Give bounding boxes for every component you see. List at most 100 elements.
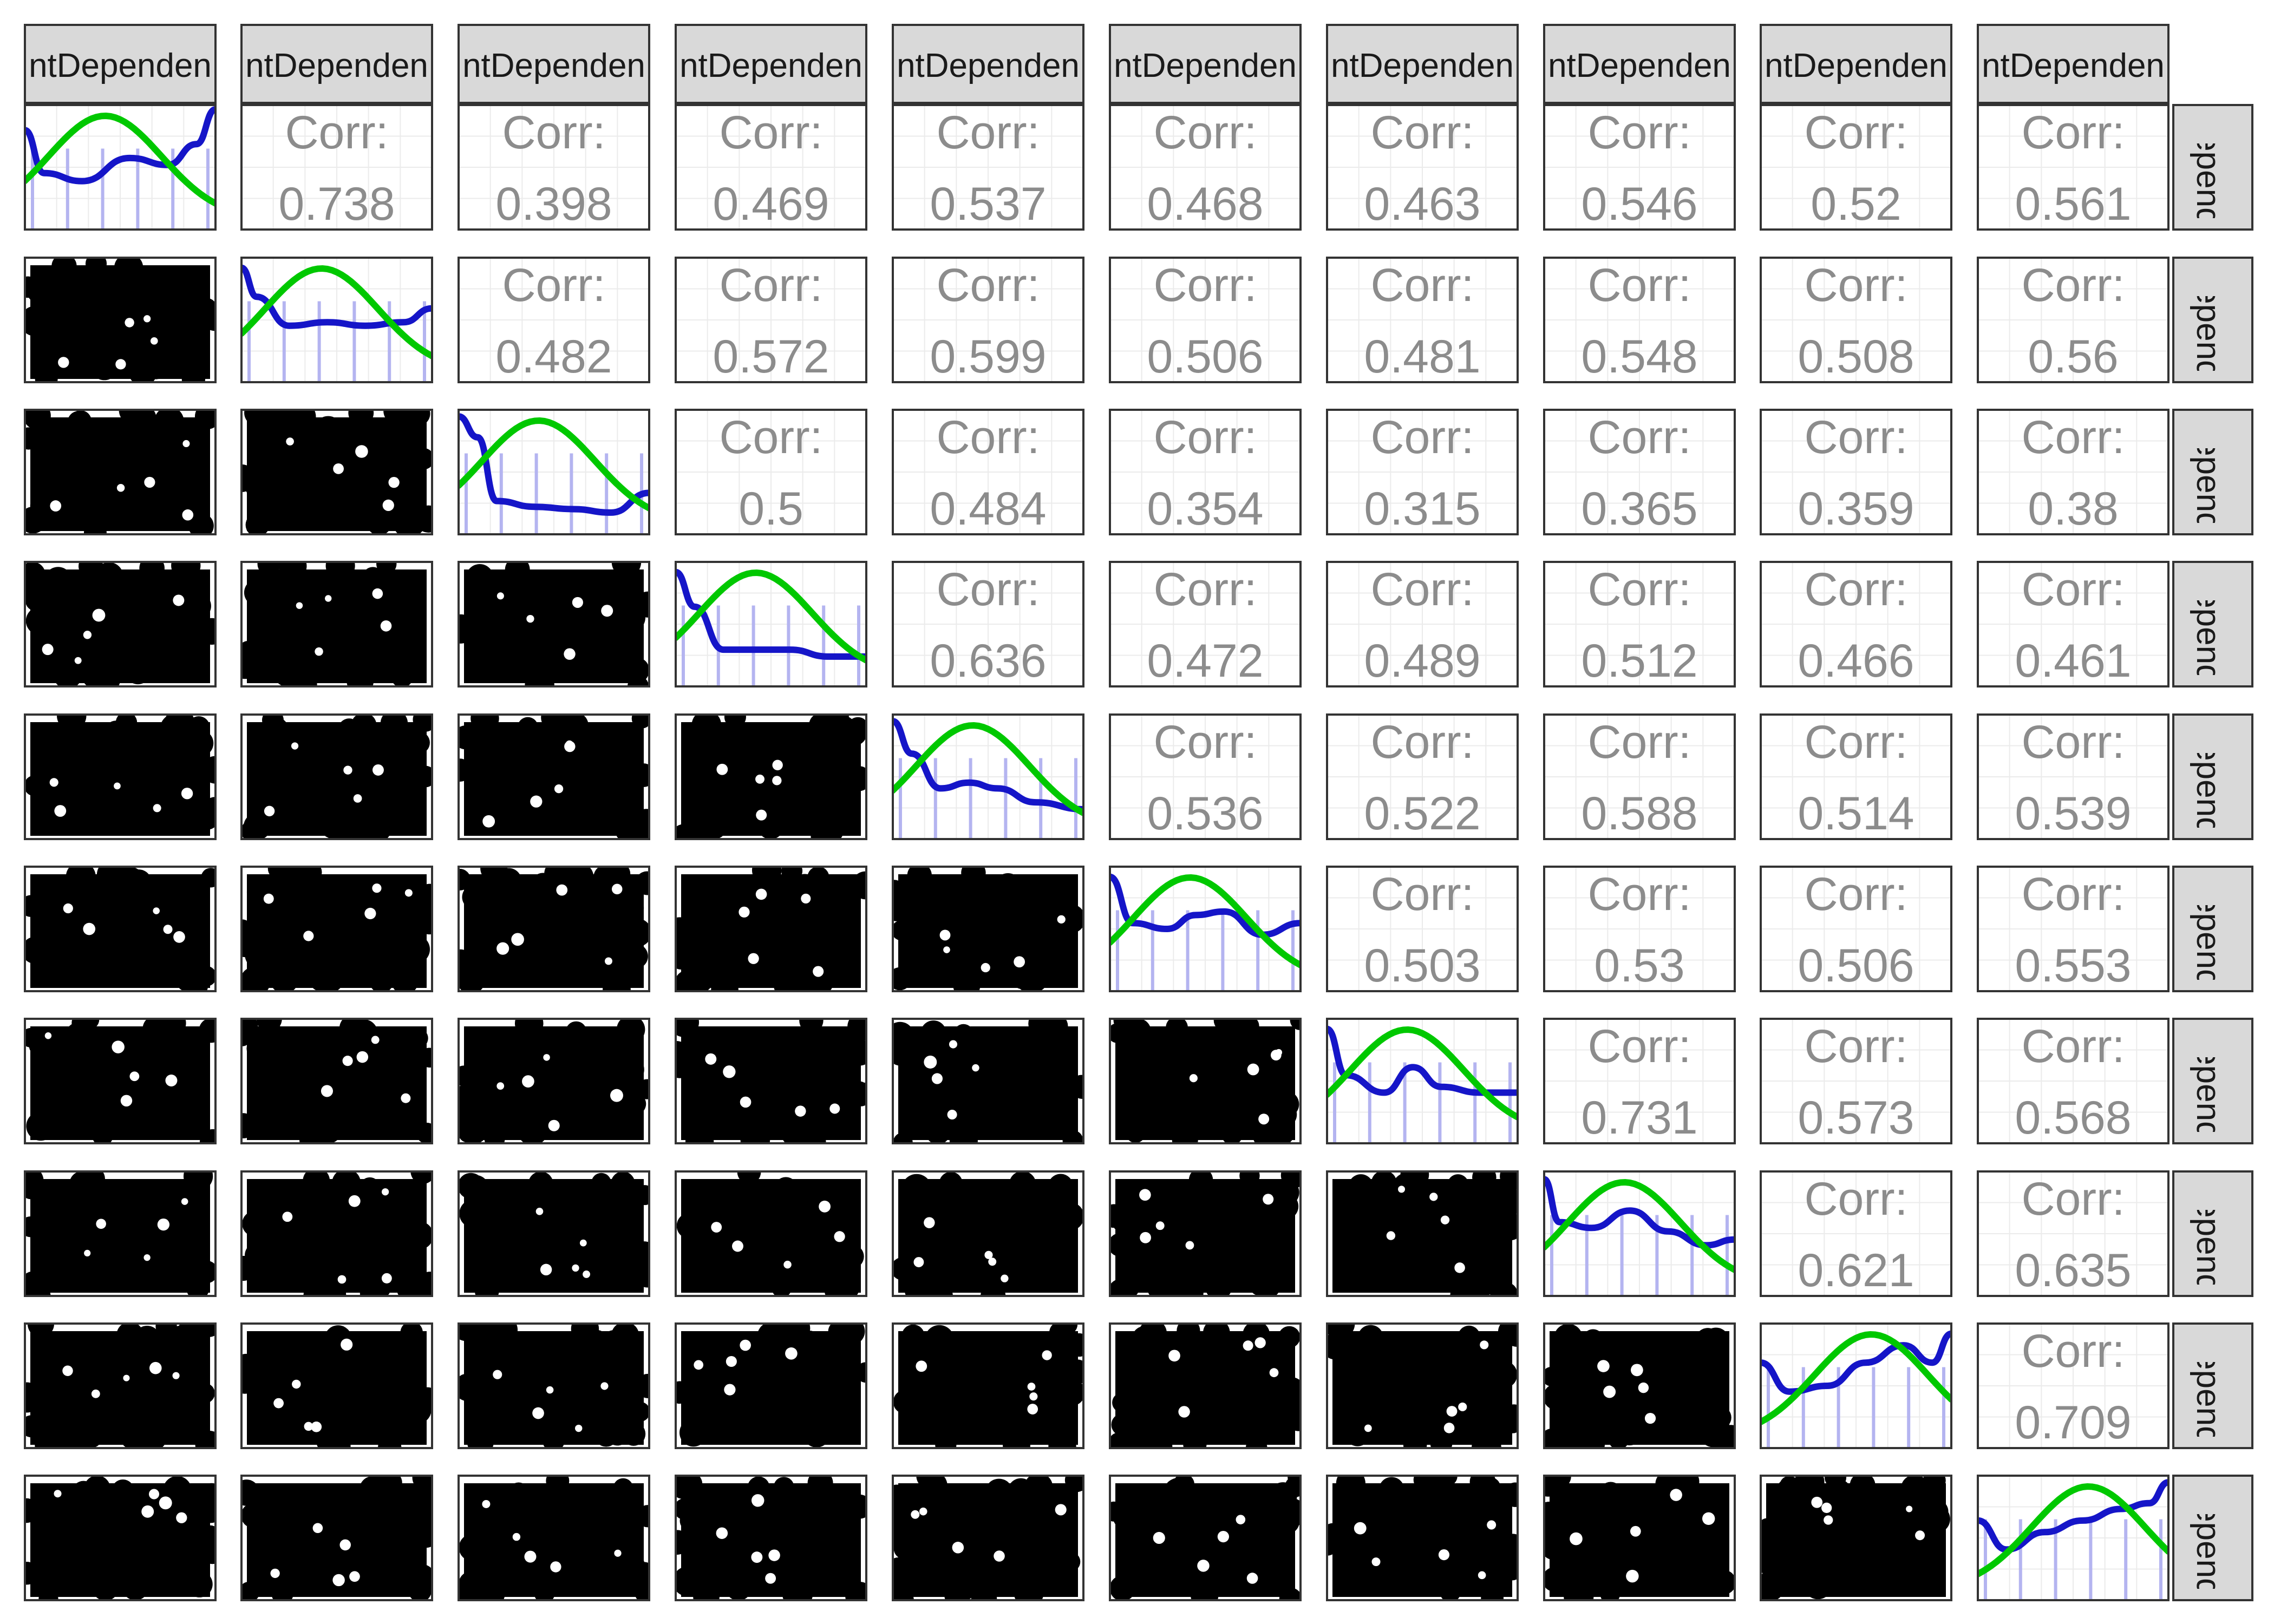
scatter-point: [270, 966, 298, 991]
scatter-gap: [286, 437, 294, 446]
scatter-point: [114, 258, 143, 283]
correlation-panel: Corr: 0.537: [892, 104, 1084, 231]
scatter-gap: [264, 806, 275, 817]
corr-value: 0.463: [1364, 178, 1480, 230]
scatter-point: [1155, 1114, 1175, 1134]
corr-label: Corr:: [1153, 564, 1257, 615]
scatter-point: [1456, 1397, 1484, 1425]
scatter-point: [609, 646, 631, 667]
scatter-gap: [765, 1573, 776, 1584]
corr-label: Corr:: [2021, 1173, 2125, 1225]
scatter-gap: [740, 1096, 752, 1108]
scatter-panel: [1543, 1475, 1736, 1601]
scatter-point: [571, 1093, 598, 1119]
scatter-gap: [756, 809, 767, 821]
scatter-point: [765, 802, 790, 827]
scatter-point: [611, 1350, 641, 1379]
scatter-point: [1884, 1516, 1909, 1541]
scatter-point: [474, 1279, 499, 1296]
scatter-point: [1136, 1490, 1159, 1512]
scatter-point: [316, 1426, 345, 1448]
scatter-point: [81, 808, 107, 834]
scatter-point: [25, 1282, 51, 1296]
scatter-point: [288, 410, 310, 424]
scatter-point: [1062, 1130, 1083, 1143]
scatter-gap: [572, 597, 583, 608]
scatter-gap: [1446, 1406, 1458, 1417]
scatter-point: [163, 1476, 192, 1505]
scatter-gap: [972, 1064, 979, 1072]
scatter-point: [244, 579, 271, 606]
scatter-point: [142, 1066, 166, 1090]
scatter-point: [64, 574, 86, 597]
scatter-gap: [373, 764, 384, 776]
scatter-point: [855, 1362, 866, 1383]
scatter-point: [316, 1191, 346, 1221]
scatter-point: [1048, 1174, 1073, 1199]
scatter-point: [1111, 1413, 1134, 1436]
scatter-point: [611, 562, 642, 577]
scatter-point: [544, 793, 564, 814]
normal-fit-curve: [1761, 1331, 1951, 1425]
correlation-panel: Corr: 0.52: [1760, 104, 1952, 231]
scatter-point: [275, 1222, 304, 1252]
corr-value: 0.489: [1364, 635, 1480, 687]
scatter-point: [75, 461, 104, 491]
scatter-point: [1826, 1573, 1848, 1595]
scatter-point: [676, 1381, 691, 1404]
panel-border: [240, 561, 433, 687]
scatter-point: [279, 1492, 306, 1520]
scatter-point: [1030, 1346, 1057, 1373]
scatter-point: [1409, 1242, 1432, 1265]
scatter-panel: [1326, 1170, 1519, 1297]
scatter-point: [700, 1201, 721, 1222]
corr-label: Corr:: [1587, 564, 1691, 615]
scatter-point: [996, 912, 1027, 942]
scatter-point: [936, 1356, 958, 1378]
scatter-point: [717, 918, 741, 942]
scatter-point: [1336, 1476, 1365, 1498]
correlation-panel: Corr: 0.365: [1543, 409, 1736, 535]
corr-value: 0.52: [1811, 178, 1901, 230]
scatter-point: [1554, 1324, 1583, 1352]
scatter-point: [345, 1060, 368, 1084]
scatter-point: [159, 1243, 190, 1273]
corr-value: 0.572: [713, 331, 829, 383]
scatter-point: [1378, 1477, 1404, 1503]
scatter-point: [1600, 1517, 1630, 1546]
scatter-point: [1608, 1429, 1629, 1448]
scatter-panel: [1109, 1475, 1302, 1601]
scatter-point: [548, 601, 573, 626]
scatter-gap: [356, 1051, 369, 1063]
scatter-point: [139, 562, 165, 581]
scatter-point: [1290, 1019, 1301, 1031]
scatter-point: [771, 1278, 792, 1296]
correlation-panel: Corr: 0.466: [1760, 561, 1952, 687]
column-strip-label: ntDependen: [29, 47, 212, 84]
scatter-point: [1166, 1019, 1188, 1039]
scatter-point: [25, 895, 42, 918]
scatter-panel: [24, 1018, 217, 1144]
panel-border: [1760, 713, 1952, 840]
scatter-point: [812, 1225, 837, 1250]
corr-label: Corr:: [936, 259, 1040, 311]
scatter-point: [740, 1125, 770, 1143]
correlation-panel: Corr: 0.5: [675, 409, 867, 535]
correlation-panel: Corr: 0.561: [1977, 104, 2170, 231]
scatter-point: [519, 952, 543, 976]
scatter-gap: [333, 463, 344, 474]
scatter-point: [773, 1398, 800, 1425]
scatter-gap: [984, 1250, 993, 1259]
scatter-panel: [24, 866, 217, 992]
scatter-point: [591, 1173, 611, 1193]
scatter-point: [91, 921, 119, 949]
corr-label: Corr:: [285, 107, 388, 159]
scatter-point: [347, 668, 374, 686]
scatter-point: [400, 1324, 423, 1344]
scatter-gap: [924, 1217, 935, 1228]
scatter-point: [539, 1235, 562, 1258]
scatter-point: [378, 1566, 402, 1590]
scatter-gap: [382, 499, 394, 512]
scatter-point: [1173, 1334, 1201, 1362]
scatter-point: [318, 1230, 341, 1253]
